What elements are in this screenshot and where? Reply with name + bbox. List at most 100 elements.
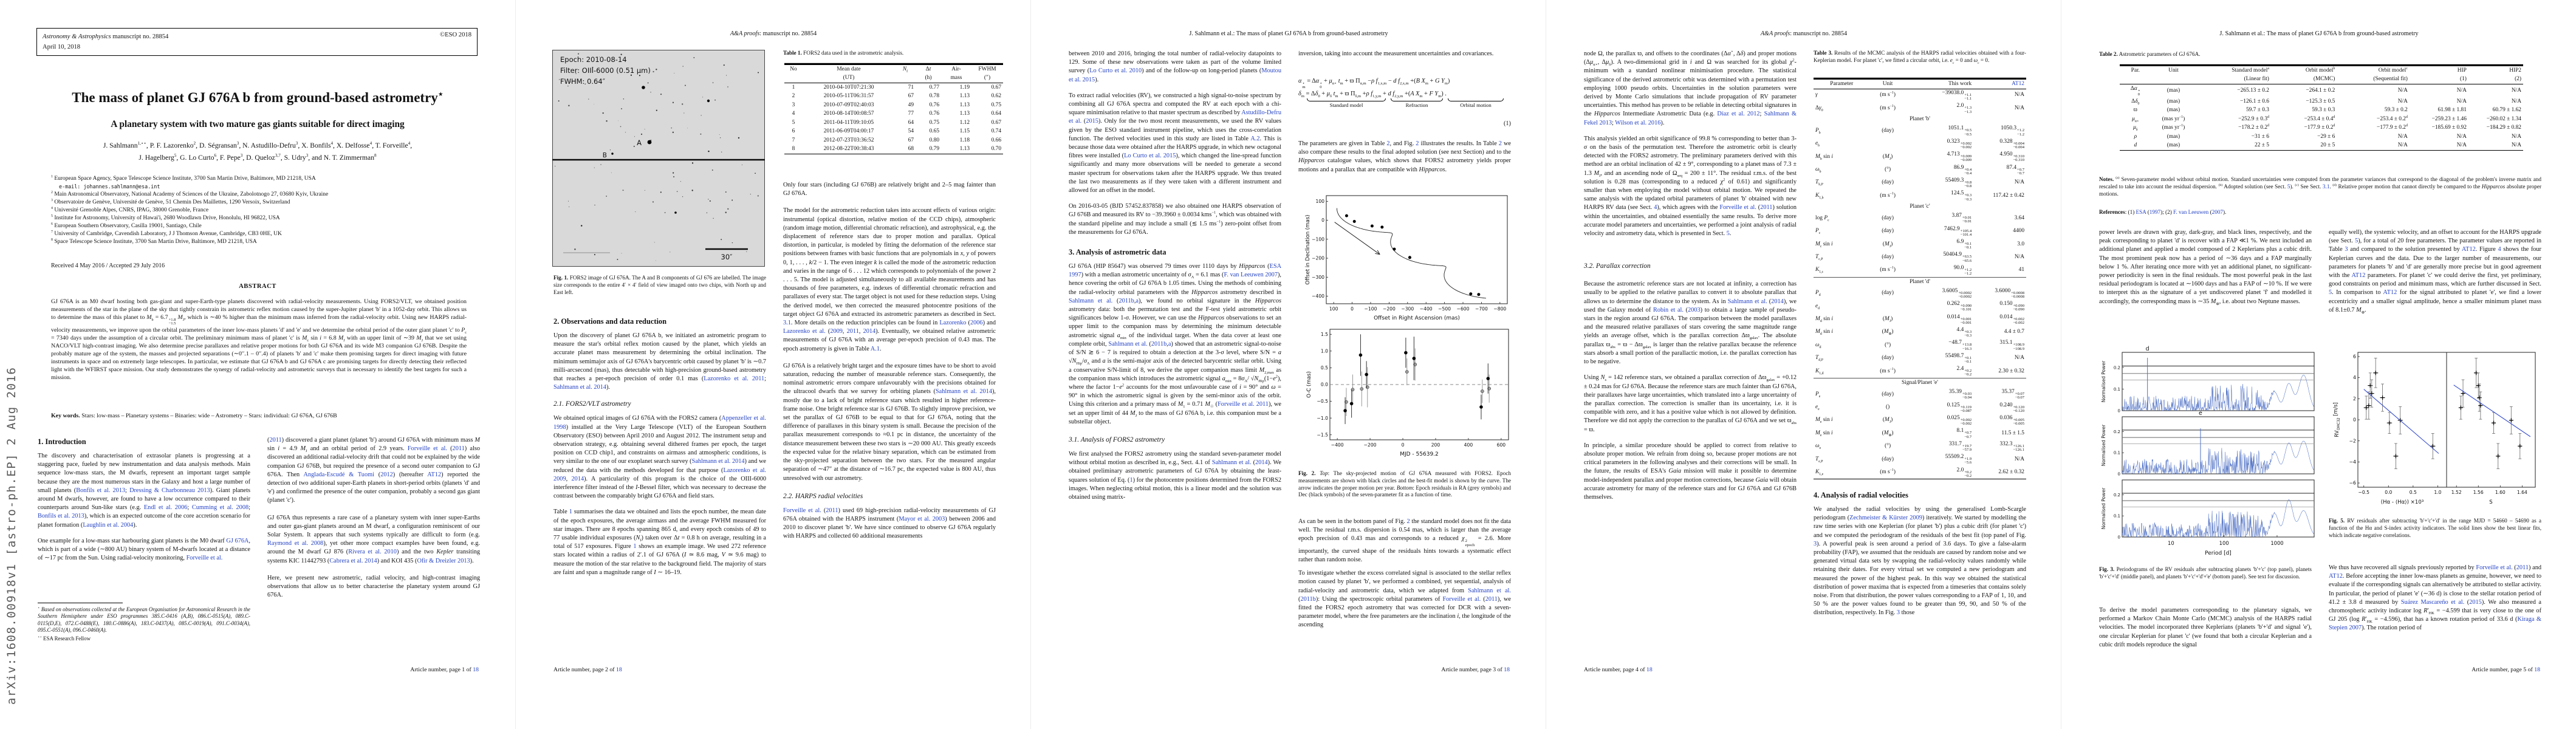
citation-link[interactable]: AT12: [2012, 80, 2024, 87]
citation-link[interactable]: 1: [569, 508, 572, 516]
citation-link[interactable]: AT12: [2383, 289, 2397, 296]
citation-link[interactable]: Raymond et al. 2008: [267, 540, 324, 547]
citation-link[interactable]: a: [1168, 340, 1171, 347]
citation-link[interactable]: Sahlmann et al.: [1468, 587, 1511, 594]
citation-link[interactable]: Díaz et al. 2012: [1717, 111, 1760, 118]
citation-link[interactable]: 2015: [1086, 118, 1098, 125]
citation-link[interactable]: Sahlmann et al.: [1108, 340, 1148, 347]
citation-link[interactable]: 3.1: [2322, 183, 2330, 190]
citation-link[interactable]: Sahlmann et al.: [1069, 297, 1113, 304]
citation-link[interactable]: 18: [473, 666, 479, 673]
citation-link[interactable]: Lazorenko: [939, 320, 967, 327]
citation-link[interactable]: 4: [2498, 246, 2501, 253]
citation-link[interactable]: 2014: [571, 475, 584, 482]
citation-link[interactable]: Lo Curto et al. 2015: [1124, 152, 1176, 160]
citation-link[interactable]: 18: [1504, 666, 1510, 673]
citation-link[interactable]: GJ 676A: [226, 537, 249, 544]
citation-link[interactable]: 3: [2345, 246, 2348, 253]
citation-link[interactable]: A.1: [870, 345, 880, 352]
citation-link[interactable]: 2007: [2211, 209, 2223, 215]
citation-link[interactable]: 2011: [452, 445, 465, 453]
citation-link[interactable]: ESA: [2136, 209, 2146, 215]
citation-link[interactable]: 5: [1726, 230, 1730, 238]
citation-link[interactable]: 2011: [826, 507, 838, 514]
citation-link[interactable]: 1: [1129, 476, 1133, 484]
citation-link[interactable]: 3: [1814, 540, 1817, 547]
citation-link[interactable]: Endl et al. 2006: [143, 504, 188, 512]
citation-link[interactable]: Cabrera et al. 2014: [329, 557, 377, 564]
citation-link[interactable]: 2014: [863, 328, 876, 335]
citation-link[interactable]: Lazorenko et al. 2011: [704, 375, 765, 383]
citation-link[interactable]: 2014: [1771, 298, 1784, 305]
citation-link[interactable]: 2006: [970, 320, 983, 327]
citation-link[interactable]: Sahlmann & Fekel 2013: [1584, 111, 1797, 126]
citation-link[interactable]: Moutou et al. 2015: [1069, 67, 1281, 83]
citation-link[interactable]: 2014: [1255, 459, 1268, 467]
citation-link[interactable]: 18: [615, 666, 622, 673]
citation-link[interactable]: Astudillo-Defru et al.: [1069, 109, 1281, 125]
citation-link[interactable]: 2011: [2516, 564, 2529, 571]
citation-link[interactable]: 18: [2534, 666, 2540, 673]
citation-link[interactable]: Zechmeister & Kürster 2009: [1849, 515, 1922, 522]
citation-link[interactable]: AT12: [427, 471, 442, 478]
citation-link[interactable]: Wilson et al. 2016: [1615, 119, 1661, 126]
citation-link[interactable]: ESA 1997: [1069, 263, 1281, 279]
citation-link[interactable]: Sahlmann et al.: [1727, 298, 1767, 305]
citation-link[interactable]: 2011: [1485, 595, 1498, 603]
citation-link[interactable]: 5: [2329, 289, 2332, 296]
citation-link[interactable]: AT12: [2461, 246, 2476, 253]
citation-link[interactable]: 4: [1654, 204, 1657, 211]
citation-link[interactable]: A.2: [1250, 135, 1260, 142]
citation-link[interactable]: 5: [2287, 183, 2290, 190]
citation-link[interactable]: 1: [633, 543, 637, 550]
citation-link[interactable]: Dressing & Charbonneau 2013: [129, 487, 210, 494]
citation-link[interactable]: Bonfils et al. 2013: [38, 513, 84, 520]
citation-link[interactable]: F. van Leeuwen 2007: [1224, 272, 1278, 279]
citation-link[interactable]: 2012: [380, 471, 393, 478]
citation-link[interactable]: 3: [1896, 609, 1900, 617]
citation-link[interactable]: Suárez Mascareño et al.: [2400, 598, 2465, 606]
citation-link[interactable]: Rivera et al. 2010: [348, 549, 397, 556]
citation-link[interactable]: Forveille et al.: [1442, 595, 1481, 603]
citation-link[interactable]: Ofir & Dreizler 2013: [417, 557, 470, 564]
citation-link[interactable]: 2011b: [1151, 340, 1167, 347]
citation-link[interactable]: 2: [1416, 140, 1419, 147]
citation-link[interactable]: 2009: [830, 328, 843, 335]
citation-link[interactable]: 2011: [846, 328, 859, 335]
citation-link[interactable]: Forveille et al.: [2476, 564, 2513, 571]
citation-link[interactable]: Mayor et al. 2003: [899, 515, 945, 522]
citation-link[interactable]: 2: [1498, 140, 1502, 147]
citation-link[interactable]: Lazorenko et al.: [783, 328, 826, 335]
citation-link[interactable]: Anglada-Escudé & Tuomi: [303, 471, 374, 478]
citation-link[interactable]: 2015: [2469, 598, 2482, 606]
citation-link[interactable]: Lazorenko et al. 2009: [553, 467, 766, 482]
citation-link[interactable]: 5: [2355, 238, 2358, 245]
citation-link[interactable]: Sahlmann et al. 2014: [553, 384, 606, 391]
citation-link[interactable]: Sahlmann et al. 2014: [935, 388, 992, 395]
citation-link[interactable]: 2011b: [1300, 595, 1316, 603]
citation-link[interactable]: Forveille et al.: [1719, 204, 1756, 211]
citation-link[interactable]: Sahlmann et al.: [1211, 459, 1252, 467]
citation-link[interactable]: 2011: [269, 437, 282, 443]
citation-link[interactable]: Bonfils et al. 2013: [76, 487, 126, 494]
citation-link[interactable]: Forveille et al.: [186, 555, 223, 562]
citation-link[interactable]: 1997: [2149, 209, 2161, 215]
citation-link[interactable]: Forveille et al.: [407, 445, 447, 453]
citation-link[interactable]: 3.1: [783, 320, 791, 327]
citation-link[interactable]: Forveille et al. 2011: [1218, 401, 1269, 408]
citation-link[interactable]: Robin et al.: [1653, 306, 1684, 313]
citation-link[interactable]: 18: [1646, 666, 1653, 673]
citation-link[interactable]: F. van Leeuwen: [2173, 209, 2209, 215]
citation-link[interactable]: Forveille et al.: [783, 507, 821, 514]
citation-link[interactable]: Kiraga & Stepien 2007: [2329, 616, 2541, 632]
citation-link[interactable]: Appenzeller et al. 1998: [553, 415, 766, 431]
citation-link[interactable]: a: [1136, 297, 1139, 304]
citation-link[interactable]: 2003: [1688, 306, 1701, 313]
citation-link[interactable]: AT12: [2351, 272, 2366, 279]
citation-link[interactable]: 2: [1406, 518, 1410, 525]
citation-link[interactable]: Laughlin et al. 2004: [83, 521, 134, 529]
citation-link[interactable]: Sahlmann et al. 2014: [691, 458, 745, 465]
citation-link[interactable]: Lo Curto et al. 2010: [1089, 67, 1142, 75]
citation-link[interactable]: AT12: [2329, 573, 2343, 580]
citation-link[interactable]: Cumming et al. 2008: [191, 504, 249, 512]
